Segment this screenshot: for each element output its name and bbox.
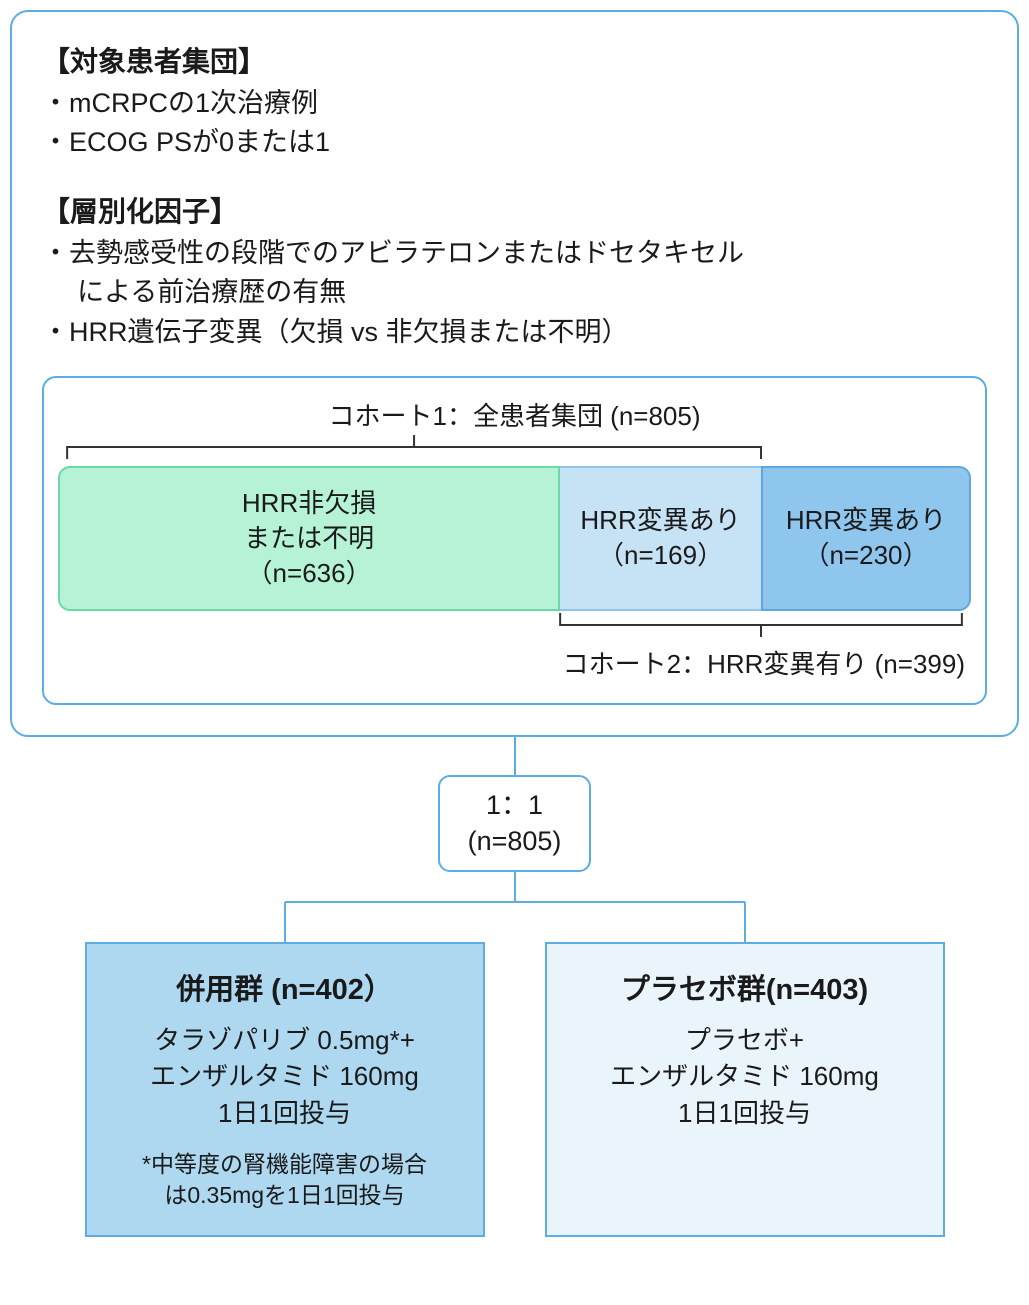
cohort2-label: コホート2：HRR変異有り (n=399) (563, 649, 965, 679)
arm-footnote: *中等度の腎機能障害の場合 は0.35mgを1日1回投与 (105, 1149, 465, 1211)
treatment-arm: 併用群 (n=402） タラゾパリブ 0.5mg*+ エンザルタミド 160mg … (85, 942, 485, 1237)
hrr-segment: HRR非欠損または不明（n=636） (58, 466, 560, 611)
ratio-line2: (n=805) (468, 823, 562, 859)
cohort2-bracket (58, 611, 971, 637)
hrr-segment-row: HRR非欠損または不明（n=636）HRR変異あり（n=169）HRR変異あり（… (58, 466, 971, 611)
arm-body: プラセボ+ エンザルタミド 160mg 1日1回投与 (565, 1022, 925, 1131)
population-list: ・mCRPCの1次治療例・ECOG PSが0または1 (42, 84, 987, 162)
stratification-list: ・去勢感受性の段階でのアビラテロンまたはドセタキセル による前治療歴の有無・HR… (42, 234, 987, 351)
bullet-item: ・ECOG PSが0または1 (42, 123, 987, 162)
cohort1-label: コホート1：全患者集団 (n=805) (328, 401, 700, 431)
stratification-heading: 【層別化因子】 (42, 190, 987, 230)
arm-title: プラセボ群(n=403) (565, 966, 925, 1008)
bullet-item: ・HRR遺伝子変異（欠損 vs 非欠損または不明） (42, 313, 987, 352)
cohort1-bracket (58, 435, 971, 461)
connector-line (514, 737, 516, 775)
criteria-panel: 【対象患者集団】 ・mCRPCの1次治療例・ECOG PSが0または1 【層別化… (10, 10, 1019, 737)
ratio-line1: 1：1 (468, 787, 562, 823)
arm-title: 併用群 (n=402） (105, 966, 465, 1008)
randomization-box: 1：1 (n=805) (438, 775, 592, 872)
hrr-segment: HRR変異あり（n=169） (560, 466, 761, 611)
population-heading: 【対象患者集団】 (42, 40, 987, 80)
split-connector (85, 872, 945, 942)
hrr-segment: HRR変異あり（n=230） (761, 466, 971, 611)
cohort-panel: コホート1：全患者集団 (n=805) HRR非欠損または不明（n=636）HR… (42, 376, 987, 705)
arm-body: タラゾパリブ 0.5mg*+ エンザルタミド 160mg 1日1回投与 (105, 1022, 465, 1131)
bullet-item: ・mCRPCの1次治療例 (42, 84, 987, 123)
treatment-arm: プラセボ群(n=403) プラセボ+ エンザルタミド 160mg 1日1回投与 (545, 942, 945, 1237)
bullet-item: ・去勢感受性の段階でのアビラテロンまたはドセタキセル による前治療歴の有無 (42, 234, 987, 312)
treatment-arms-row: 併用群 (n=402） タラゾパリブ 0.5mg*+ エンザルタミド 160mg … (85, 942, 945, 1237)
